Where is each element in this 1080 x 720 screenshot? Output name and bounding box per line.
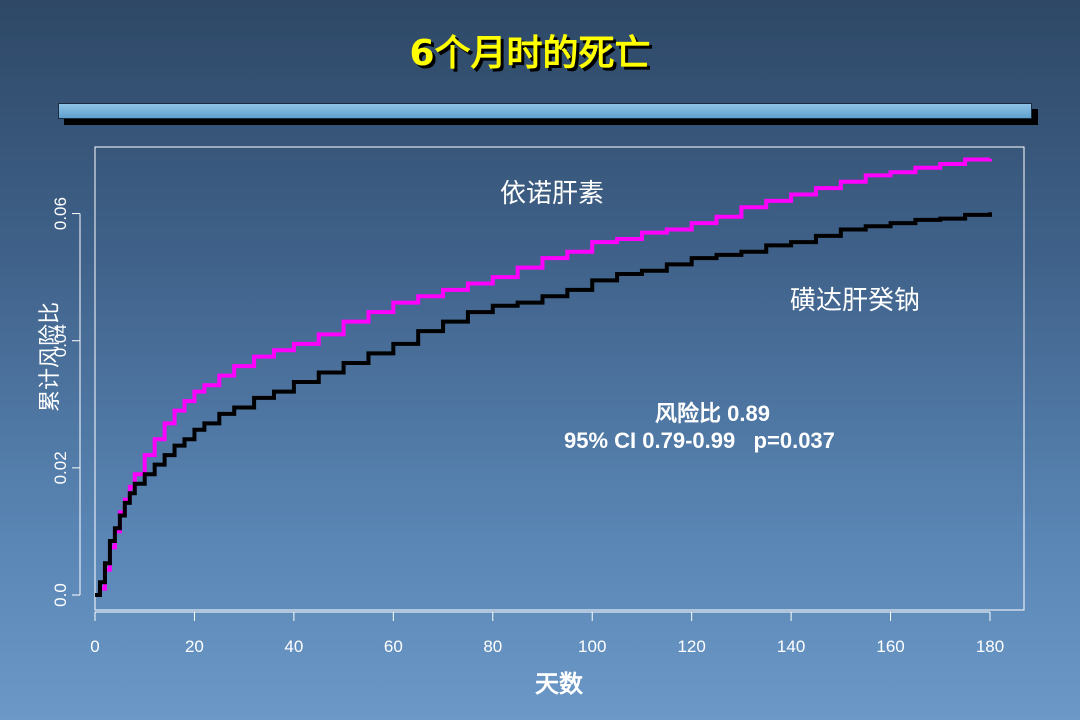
x-tick-label: 40 [284,637,303,656]
series-label-fondaparinux: 磺达肝癸钠 [790,286,921,316]
series-label-enoxaparin: 依诺肝素 [500,179,605,209]
x-tick-label: 120 [677,637,705,656]
x-axis: 0 20 40 60 80 100 120 140 160 180 [90,611,1004,656]
x-tick-label: 100 [578,637,606,656]
x-tick-label: 180 [976,637,1004,656]
x-tick-label: 20 [185,637,204,656]
series-line-1 [95,212,992,597]
y-axis: 0.0 0.02 0.04 0.06 [51,197,81,607]
series-lines [95,157,992,597]
slide-title: 6个月时的死亡 [409,33,651,74]
x-axis-title: 天数 [535,670,583,698]
ci-p-value-text: 95% CI 0.79-0.99 p=0.037 [564,428,835,453]
series-line-0 [95,157,992,597]
title-underline-bar [58,103,1032,119]
x-tick-label: 160 [876,637,904,656]
x-tick-label: 0 [90,637,99,656]
x-tick-label: 60 [384,637,403,656]
y-tick-label: 0.04 [51,324,70,357]
y-tick-label: 0.02 [51,451,70,484]
y-axis-title: 累计风险比 [38,301,63,413]
hazard-ratio-text: 风险比 0.89 [655,401,770,426]
y-tick-label: 0.06 [51,197,70,230]
y-tick-label: 0.0 [51,583,70,607]
x-tick-label: 80 [483,637,502,656]
plot-frame [94,146,1025,611]
x-tick-label: 140 [777,637,805,656]
